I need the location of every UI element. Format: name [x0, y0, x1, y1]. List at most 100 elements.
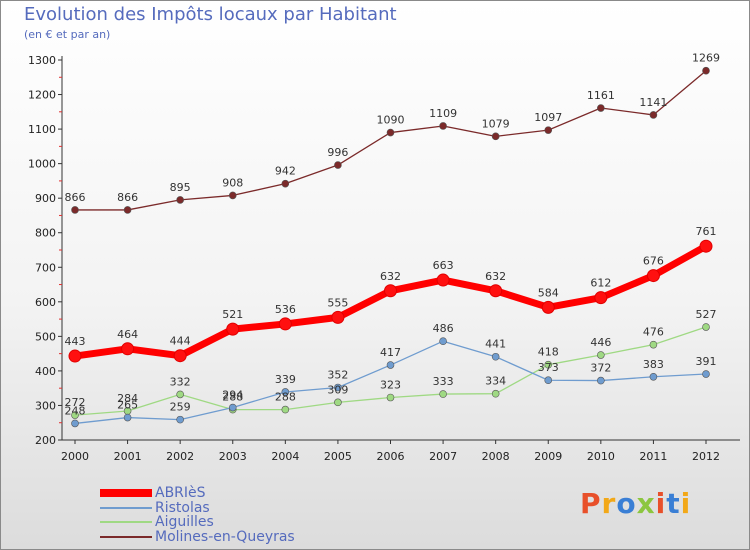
legend-item: Molines-en-Queyras: [100, 530, 295, 544]
data-label: 334: [485, 375, 506, 388]
y-tick-label: 1100: [28, 123, 56, 136]
data-point: [699, 239, 713, 253]
data-point: [594, 291, 608, 305]
data-point: [384, 284, 397, 298]
logo-letter: r: [601, 487, 617, 520]
data-point: [541, 300, 555, 314]
data-point: [646, 269, 660, 283]
data-label: 288: [222, 391, 243, 404]
data-label: 1079: [482, 117, 510, 130]
data-point: [597, 376, 605, 385]
data-label: 942: [275, 165, 296, 178]
data-point: [491, 389, 500, 398]
data-point: [436, 273, 450, 287]
data-point: [71, 419, 79, 428]
data-point: [649, 111, 658, 119]
data-label: 259: [170, 401, 191, 414]
data-label: 486: [433, 322, 454, 335]
y-tick-label: 200: [35, 434, 56, 447]
logo-letter: P: [580, 487, 602, 520]
data-label: 476: [643, 326, 664, 339]
data-label: 418: [538, 346, 559, 359]
data-label: 1090: [377, 114, 405, 127]
data-label: 866: [117, 191, 138, 204]
data-label: 527: [696, 308, 717, 321]
data-label: 555: [327, 296, 348, 309]
x-tick-label: 2001: [114, 450, 142, 463]
data-label: 446: [590, 336, 611, 349]
data-point: [439, 122, 447, 130]
data-label: 1109: [429, 107, 457, 120]
data-label: 373: [538, 361, 559, 374]
data-label: 265: [117, 399, 138, 412]
legend-label: Molines-en-Queyras: [155, 529, 295, 545]
data-point: [281, 405, 290, 414]
data-label: 248: [65, 404, 86, 417]
data-label: 383: [643, 358, 664, 371]
logo-letter: x: [636, 487, 656, 520]
legend-label: Aiguilles: [155, 514, 214, 530]
x-tick-label: 2012: [692, 450, 720, 463]
data-point: [544, 126, 553, 134]
y-tick-label: 400: [35, 365, 56, 378]
data-point: [176, 415, 184, 424]
data-label: 391: [696, 355, 717, 368]
data-point: [123, 413, 132, 422]
data-label: 323: [380, 379, 401, 392]
data-label: 417: [380, 346, 401, 359]
proxiti-logo: Proxiti: [580, 487, 691, 520]
legend-label: ABRIèS: [155, 485, 206, 501]
data-label: 1269: [692, 52, 720, 65]
y-tick-label: 500: [35, 330, 56, 343]
x-tick-label: 2002: [166, 450, 194, 463]
x-tick-label: 2009: [534, 450, 562, 463]
data-point: [544, 376, 553, 385]
data-label: 761: [696, 225, 717, 238]
x-tick-label: 2006: [377, 450, 405, 463]
data-label: 464: [117, 328, 138, 341]
data-point: [123, 206, 132, 214]
data-label: 866: [65, 191, 86, 204]
data-point: [649, 340, 658, 349]
data-label: 584: [538, 286, 559, 299]
data-label: 372: [590, 362, 611, 375]
data-label: 339: [275, 373, 296, 386]
x-tick-label: 2005: [324, 450, 352, 463]
data-point: [439, 390, 447, 398]
data-label: 441: [485, 338, 506, 351]
data-point: [121, 342, 135, 356]
data-point: [386, 393, 395, 402]
data-point: [649, 372, 658, 381]
data-label: 521: [222, 308, 243, 321]
data-point: [71, 411, 79, 419]
legend-swatch: [100, 521, 152, 523]
y-tick-label: 600: [35, 296, 56, 309]
y-tick-label: 900: [35, 192, 56, 205]
chart-subtitle: (en € et par an): [24, 28, 111, 41]
data-point: [331, 310, 345, 324]
x-tick-label: 2000: [61, 450, 89, 463]
data-point: [491, 132, 500, 141]
data-point: [597, 351, 605, 359]
x-tick-label: 2011: [639, 450, 667, 463]
data-label: 284: [117, 392, 138, 405]
y-tick-label: 1200: [28, 89, 56, 102]
x-tick-label: 2003: [219, 450, 247, 463]
data-point: [544, 360, 553, 369]
logo-letter: t: [666, 487, 681, 520]
data-point: [702, 370, 710, 378]
data-label: 352: [327, 368, 348, 381]
y-tick-label: 1000: [28, 158, 56, 171]
data-label: 294: [222, 389, 243, 402]
data-point: [386, 361, 395, 369]
data-label: 908: [222, 176, 243, 189]
data-point: [228, 403, 237, 412]
data-point: [68, 349, 82, 363]
x-tick-label: 2007: [429, 450, 457, 463]
data-label: 632: [380, 270, 401, 283]
data-point: [439, 337, 447, 346]
data-label: 1097: [534, 111, 562, 124]
data-label: 288: [275, 391, 296, 404]
data-point: [386, 128, 395, 137]
